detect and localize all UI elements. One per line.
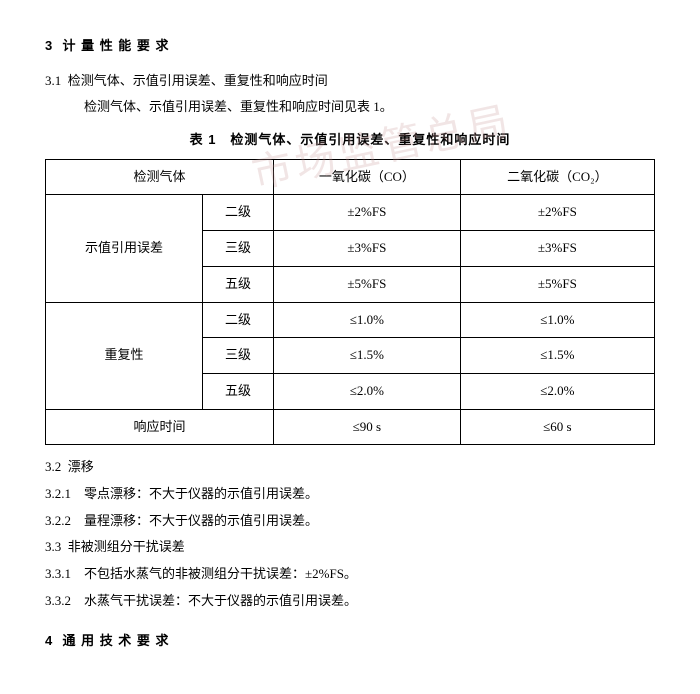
table-1-caption: 表 1 检测气体、示值引用误差、重复性和响应时间 <box>45 128 655 153</box>
section-3-title: 计 量 性 能 要 求 <box>62 38 169 53</box>
cell-co: ≤2.0% <box>273 373 460 409</box>
cell-level: 五级 <box>202 373 273 409</box>
cell-co: ≤1.0% <box>273 302 460 338</box>
cell-co: ±2%FS <box>273 195 460 231</box>
para-3-3-1: 3.3.1 不包括水蒸气的非被测组分干扰误差：±2%FS。 <box>45 562 655 587</box>
cell-co: ≤1.5% <box>273 338 460 374</box>
sub-3-1-num: 3.1 <box>45 73 61 88</box>
table-1: 检测气体 一氧化碳（CO） 二氧化碳（CO₂） 示值引用误差 二级 ±2%FS … <box>45 159 655 446</box>
cell-co2: ±2%FS <box>460 195 654 231</box>
cell-co: ±5%FS <box>273 266 460 302</box>
cell-co2: ≤2.0% <box>460 373 654 409</box>
cell-level: 三级 <box>202 338 273 374</box>
group-label: 重复性 <box>46 302 203 409</box>
sub-3-1-body: 检测气体、示值引用误差、重复性和响应时间见表 1。 <box>45 95 655 120</box>
subsection-3-3-heading: 3.3 非被测组分干扰误差 <box>45 535 655 560</box>
table-row-response: 响应时间 ≤90 s ≤60 s <box>46 409 655 445</box>
section-4-title: 通 用 技 术 要 求 <box>62 633 169 648</box>
cell-co2: ±3%FS <box>460 231 654 267</box>
group-label: 示值引用误差 <box>46 195 203 302</box>
section-4-num: 4 <box>45 633 53 648</box>
section-4-heading: 4 通 用 技 术 要 求 <box>45 629 655 654</box>
table-row: 示值引用误差 二级 ±2%FS ±2%FS <box>46 195 655 231</box>
table-row: 重复性 二级 ≤1.0% ≤1.0% <box>46 302 655 338</box>
sub-3-3-title: 非被测组分干扰误差 <box>68 539 185 554</box>
cell-co: ±3%FS <box>273 231 460 267</box>
cell-response-co2: ≤60 s <box>460 409 654 445</box>
cell-level: 二级 <box>202 195 273 231</box>
sub-3-2-num: 3.2 <box>45 459 61 474</box>
para-3-2-2: 3.2.2 量程漂移：不大于仪器的示值引用误差。 <box>45 509 655 534</box>
cell-response-label: 响应时间 <box>46 409 274 445</box>
table-header-row: 检测气体 一氧化碳（CO） 二氧化碳（CO₂） <box>46 159 655 195</box>
th-co: 一氧化碳（CO） <box>273 159 460 195</box>
section-3-heading: 3 计 量 性 能 要 求 <box>45 34 655 59</box>
subsection-3-2-heading: 3.2 漂移 <box>45 455 655 480</box>
subsection-3-1-heading: 3.1 检测气体、示值引用误差、重复性和响应时间 <box>45 69 655 94</box>
cell-co2: ≤1.5% <box>460 338 654 374</box>
sub-3-3-num: 3.3 <box>45 539 61 554</box>
sub-3-1-title: 检测气体、示值引用误差、重复性和响应时间 <box>68 73 328 88</box>
cell-level: 五级 <box>202 266 273 302</box>
section-3-num: 3 <box>45 38 53 53</box>
th-co2: 二氧化碳（CO₂） <box>460 159 654 195</box>
para-3-3-2: 3.3.2 水蒸气干扰误差：不大于仪器的示值引用误差。 <box>45 589 655 614</box>
sub-3-2-title: 漂移 <box>68 459 94 474</box>
cell-co2: ±5%FS <box>460 266 654 302</box>
cell-level: 二级 <box>202 302 273 338</box>
th-gas: 检测气体 <box>46 159 274 195</box>
para-3-2-1: 3.2.1 零点漂移：不大于仪器的示值引用误差。 <box>45 482 655 507</box>
cell-response-co: ≤90 s <box>273 409 460 445</box>
cell-co2: ≤1.0% <box>460 302 654 338</box>
cell-level: 三级 <box>202 231 273 267</box>
